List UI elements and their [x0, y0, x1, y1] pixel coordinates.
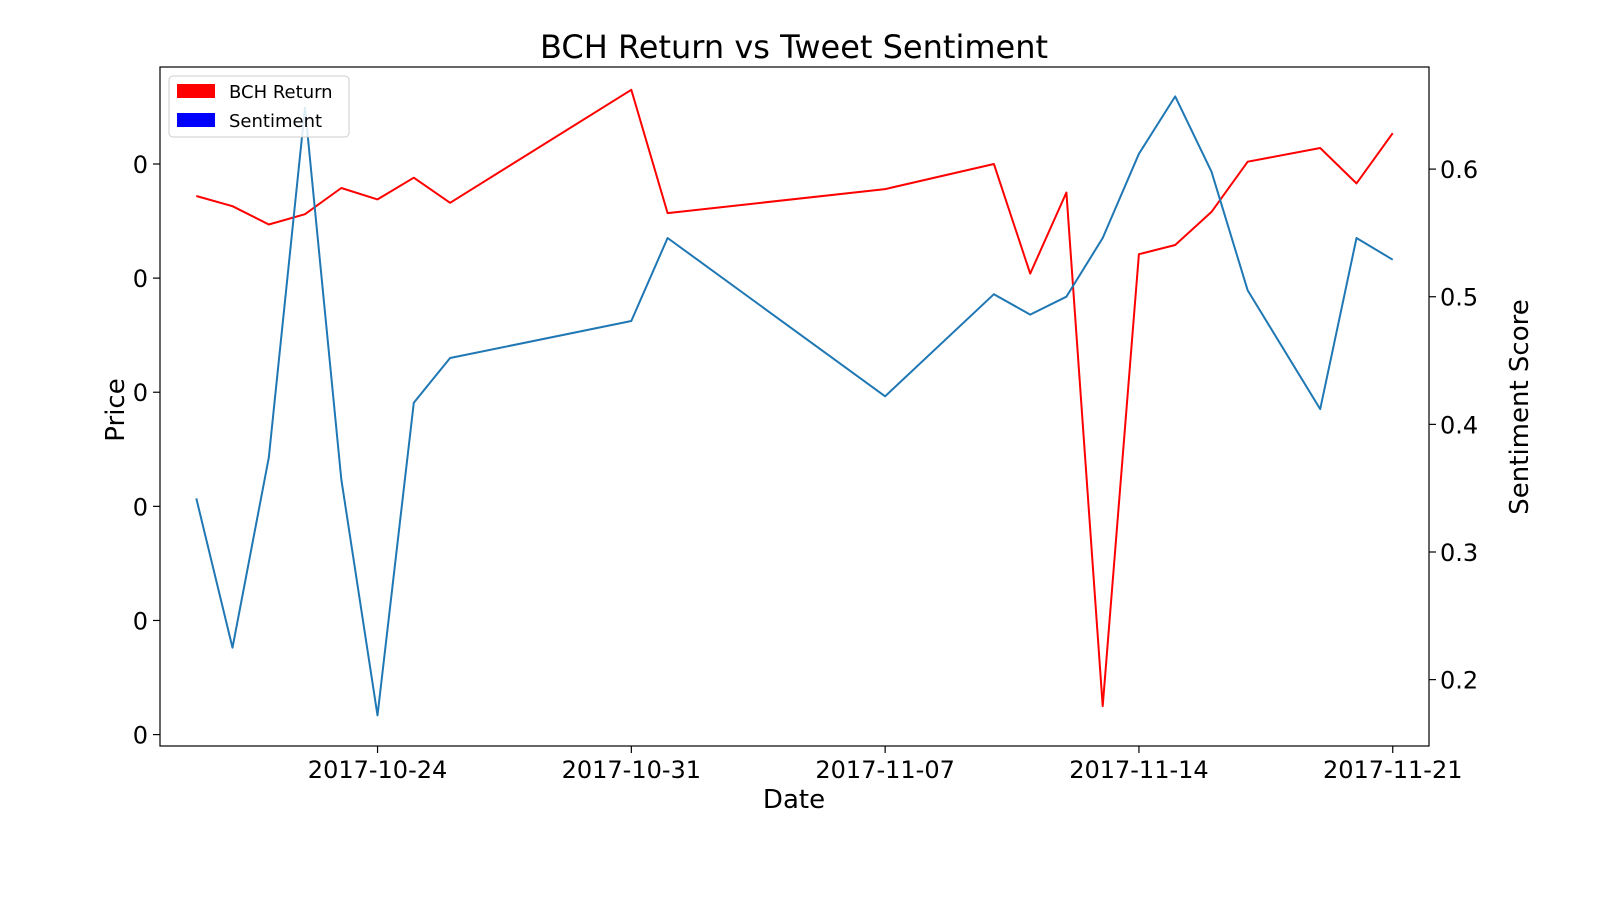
- left-y-tick-label: 0: [133, 151, 148, 179]
- series-layer: [195, 88, 1394, 717]
- x-tick-label: 2017-11-14: [1069, 756, 1208, 784]
- right-y-tick-label: 0.5: [1440, 284, 1478, 312]
- left-y-axis: 0 0 0 0 0 0: [133, 151, 160, 750]
- legend-label-bch-return: BCH Return: [229, 82, 333, 103]
- right-y-tick-label: 0.4: [1440, 411, 1478, 439]
- left-y-tick-label: 0: [133, 493, 148, 521]
- right-y-tick-label: 0.6: [1440, 156, 1478, 184]
- x-tick-label: 2017-11-07: [815, 756, 954, 784]
- left-y-tick-label: 0: [133, 607, 148, 635]
- x-tick-label: 2017-10-24: [308, 756, 447, 784]
- series-line-bch-return: [196, 88, 1394, 708]
- legend-swatch-bch-return: [177, 84, 215, 98]
- right-y-axis: 0.2 0.3 0.4 0.5 0.6: [1429, 156, 1478, 695]
- x-tick-label: 2017-10-31: [562, 756, 701, 784]
- x-tick-label: 2017-11-21: [1323, 756, 1462, 784]
- legend-swatch-sentiment: [177, 113, 215, 127]
- left-y-axis-label: Price: [101, 378, 131, 441]
- left-y-tick-label: 0: [133, 722, 148, 750]
- x-axis-label: Date: [763, 785, 825, 815]
- chart-title: BCH Return vs Tweet Sentiment: [540, 28, 1048, 66]
- right-y-tick-label: 0.2: [1440, 667, 1478, 695]
- legend: BCH Return Sentiment: [168, 75, 350, 138]
- left-y-tick-label: 0: [133, 379, 148, 407]
- axes-frame: [159, 66, 1430, 747]
- left-y-tick-label: 0: [133, 265, 148, 293]
- right-y-tick-label: 0.3: [1440, 539, 1478, 567]
- right-y-axis-label: Sentiment Score: [1505, 299, 1535, 514]
- plot-area: [159, 66, 1430, 747]
- legend-label-sentiment: Sentiment: [229, 111, 322, 132]
- x-axis: 2017-10-24 2017-10-31 2017-11-07 2017-11-14…: [308, 746, 1462, 784]
- series-line-sentiment: [195, 95, 1394, 717]
